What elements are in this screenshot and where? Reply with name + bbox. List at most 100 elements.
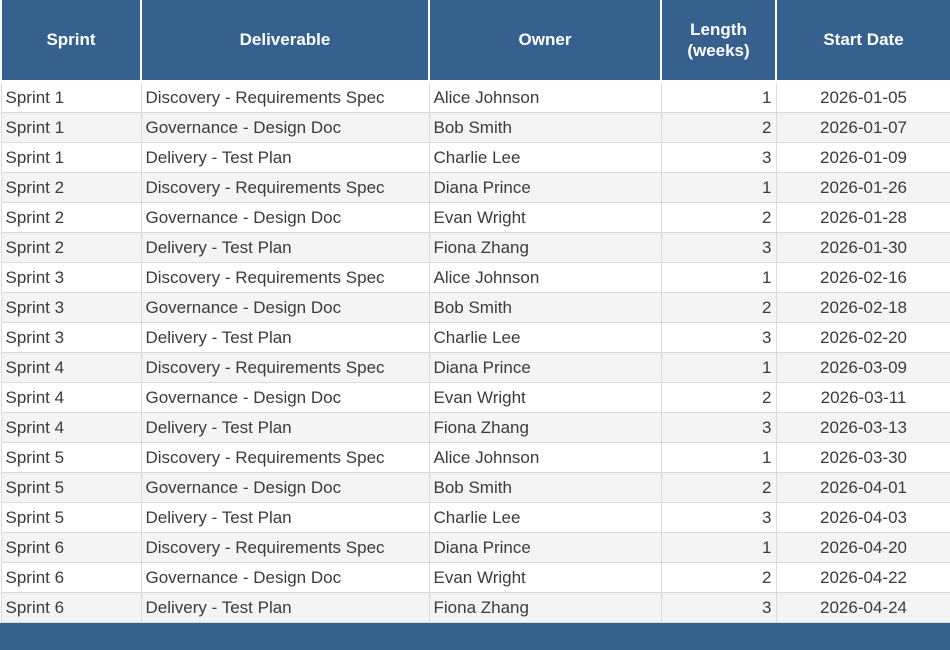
cell-start-date: 2026-04-20 [775,532,950,563]
table-row: Sprint 6 Governance - Design Doc Evan Wrig… [0,562,950,593]
table-header: Sprint Deliverable Owner Length (weeks) … [0,0,950,83]
table-row: Sprint 5 Governance - Design Doc Bob Smith… [0,472,950,503]
cell-length-weeks: 3 [660,502,777,533]
cell-sprint: Sprint 5 [0,442,142,473]
cell-owner: Diana Prince [428,532,662,563]
column-header-deliverable: Deliverable [140,0,430,83]
cell-sprint: Sprint 3 [0,262,142,293]
cell-owner: Diana Prince [428,352,662,383]
cell-deliverable: Governance - Design Doc [140,112,430,143]
cell-length-weeks: 2 [660,382,777,413]
cell-deliverable: Discovery - Requirements Spec [140,532,430,563]
cell-start-date: 2026-04-24 [775,592,950,623]
cell-owner: Alice Johnson [428,442,662,473]
cell-deliverable: Delivery - Test Plan [140,502,430,533]
cell-start-date: 2026-01-07 [775,112,950,143]
cell-deliverable: Governance - Design Doc [140,562,430,593]
cell-owner: Fiona Zhang [428,592,662,623]
cell-owner: Fiona Zhang [428,232,662,263]
cell-start-date: 2026-03-09 [775,352,950,383]
cell-owner: Charlie Lee [428,142,662,173]
cell-owner: Fiona Zhang [428,412,662,443]
table-row: Sprint 3 Discovery - Requirements Spec Ali… [0,262,950,293]
cell-deliverable: Governance - Design Doc [140,292,430,323]
cell-owner: Alice Johnson [428,262,662,293]
cell-owner: Charlie Lee [428,502,662,533]
cell-start-date: 2026-03-30 [775,442,950,473]
sprint-schedule-table: Sprint Deliverable Owner Length (weeks) … [0,0,950,623]
cell-sprint: Sprint 5 [0,472,142,503]
cell-start-date: 2026-04-22 [775,562,950,593]
cell-start-date: 2026-02-18 [775,292,950,323]
cell-length-weeks: 3 [660,322,777,353]
cell-start-date: 2026-01-09 [775,142,950,173]
cell-start-date: 2026-04-03 [775,502,950,533]
cell-sprint: Sprint 1 [0,81,142,113]
cell-start-date: 2026-01-26 [775,172,950,203]
cell-start-date: 2026-02-16 [775,262,950,293]
cell-length-weeks: 3 [660,592,777,623]
cell-start-date: 2026-01-28 [775,202,950,233]
column-header-start-date: Start Date [775,0,950,83]
cell-sprint: Sprint 1 [0,142,142,173]
table-row: Sprint 5 Discovery - Requirements Spec Ali… [0,442,950,473]
cell-sprint: Sprint 6 [0,592,142,623]
cell-sprint: Sprint 2 [0,172,142,203]
cell-owner: Evan Wright [428,382,662,413]
cell-sprint: Sprint 3 [0,322,142,353]
cell-deliverable: Delivery - Test Plan [140,592,430,623]
cell-sprint: Sprint 4 [0,352,142,383]
cell-length-weeks: 2 [660,112,777,143]
cell-length-weeks: 1 [660,172,777,203]
cell-length-weeks: 2 [660,292,777,323]
cell-length-weeks: 3 [660,142,777,173]
cell-deliverable: Delivery - Test Plan [140,232,430,263]
cell-length-weeks: 1 [660,81,777,113]
table-row: Sprint 3 Governance - Design Doc Bob Smith… [0,292,950,323]
cell-start-date: 2026-03-13 [775,412,950,443]
cell-sprint: Sprint 4 [0,412,142,443]
cell-owner: Bob Smith [428,292,662,323]
cell-owner: Charlie Lee [428,322,662,353]
cell-sprint: Sprint 1 [0,112,142,143]
cell-owner: Alice Johnson [428,81,662,113]
column-header-length-weeks: Length (weeks) [660,0,777,83]
bottom-accent-bar [0,623,950,650]
cell-deliverable: Delivery - Test Plan [140,412,430,443]
table-row: Sprint 5 Delivery - Test Plan Charlie Lee 3… [0,502,950,533]
cell-deliverable: Discovery - Requirements Spec [140,81,430,113]
cell-sprint: Sprint 5 [0,502,142,533]
cell-sprint: Sprint 3 [0,292,142,323]
cell-owner: Evan Wright [428,562,662,593]
cell-sprint: Sprint 2 [0,202,142,233]
header-row: Sprint Deliverable Owner Length (weeks) … [0,0,950,83]
cell-deliverable: Discovery - Requirements Spec [140,442,430,473]
cell-length-weeks: 1 [660,262,777,293]
cell-sprint: Sprint 6 [0,532,142,563]
cell-start-date: 2026-04-01 [775,472,950,503]
cell-length-weeks: 1 [660,532,777,563]
cell-deliverable: Governance - Design Doc [140,472,430,503]
table-row: Sprint 1 Discovery - Requirements Spec Ali… [0,81,950,113]
cell-length-weeks: 3 [660,232,777,263]
column-header-sprint: Sprint [0,0,142,83]
table-row: Sprint 4 Discovery - Requirements Spec Dia… [0,352,950,383]
cell-deliverable: Delivery - Test Plan [140,322,430,353]
table-row: Sprint 2 Governance - Design Doc Evan Wrig… [0,202,950,233]
table-row: Sprint 2 Discovery - Requirements Spec Dia… [0,172,950,203]
cell-owner: Evan Wright [428,202,662,233]
cell-deliverable: Governance - Design Doc [140,202,430,233]
table-row: Sprint 3 Delivery - Test Plan Charlie Lee 3… [0,322,950,353]
cell-start-date: 2026-01-05 [775,81,950,113]
cell-start-date: 2026-02-20 [775,322,950,353]
table-row: Sprint 6 Discovery - Requirements Spec Dia… [0,532,950,563]
cell-sprint: Sprint 2 [0,232,142,263]
table-row: Sprint 4 Governance - Design Doc Evan Wrig… [0,382,950,413]
cell-length-weeks: 2 [660,472,777,503]
column-header-owner: Owner [428,0,662,83]
cell-deliverable: Discovery - Requirements Spec [140,352,430,383]
table-body: Sprint 1 Discovery - Requirements Spec Ali… [0,81,950,623]
cell-deliverable: Delivery - Test Plan [140,142,430,173]
cell-deliverable: Discovery - Requirements Spec [140,172,430,203]
cell-start-date: 2026-01-30 [775,232,950,263]
